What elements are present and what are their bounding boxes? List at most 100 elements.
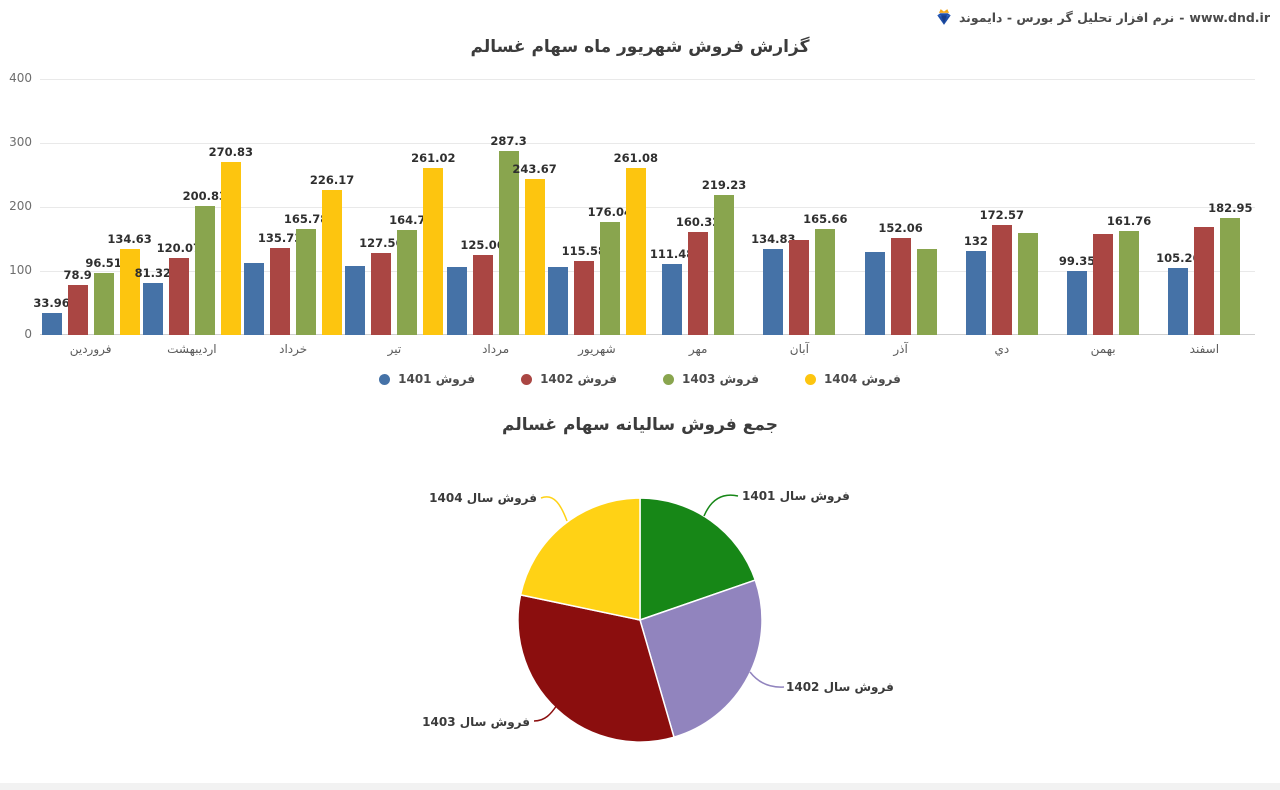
bar-فروش-1404: 261.02 — [411, 151, 456, 335]
bar-فروش-1403: 96.51 — [85, 256, 122, 335]
bar-group-8: 134.83 165.66 — [749, 79, 850, 335]
bar-group-4: 127.56 164.7 261.02 — [344, 79, 456, 335]
bar-chart-plot: 33.96 78.9 96.51 134.63 81.32 120.07 200.83 270… — [33, 79, 1255, 335]
bar-group-12: 105.26 182.95 — [1154, 79, 1255, 335]
legend-item-فروش-1403: فروش 1403 — [663, 372, 759, 386]
month-label-3: خرداد — [279, 342, 308, 356]
legend-label: فروش 1403 — [682, 372, 759, 386]
bar-value-label: 152.06 — [878, 220, 923, 235]
y-axis-tick-300: 300 — [9, 135, 32, 149]
bar-فروش-1401 — [345, 265, 366, 335]
legend-label: فروش 1404 — [823, 372, 901, 386]
bar-value-label: 270.83 — [208, 144, 254, 159]
pie-slice-2 — [639, 579, 763, 739]
bar-value-label: 161.76 — [1106, 214, 1152, 229]
header-brand: نرم افزار تحلیل گر بورس - دایموند - www.… — [934, 7, 1270, 27]
bar-group-7: 111.48 160.32 219.23 — [648, 79, 749, 335]
bar-group-6: 115.58 176.04 261.08 — [546, 79, 658, 335]
gridline-300 — [40, 143, 1255, 144]
month-label-1: فروردین — [69, 342, 112, 356]
pie-slice-4 — [519, 497, 641, 621]
bar-فروش-1403: 165.78 — [284, 212, 328, 335]
bar-فروش-1402 — [1194, 227, 1215, 335]
bar-فروش-1402 — [1093, 233, 1114, 335]
bar-value-label: 165.78 — [283, 211, 329, 226]
y-axis-tick-200: 200 — [9, 199, 32, 213]
diamond-crown-icon — [934, 7, 954, 27]
legend-item-فروش-1404: فروش 1404 — [804, 372, 901, 386]
gridline-200 — [40, 207, 1255, 208]
bar-فروش-1402: 172.57 — [980, 208, 1024, 335]
bar-فروش-1403: 287.3 — [490, 134, 527, 335]
legend-label: فروش 1402 — [540, 372, 617, 386]
bar-فروش-1404: 261.08 — [614, 151, 658, 335]
bar-فروش-1402: 78.9 — [63, 268, 92, 335]
legend-dot — [521, 373, 533, 385]
bar-group-9: 152.06 — [850, 79, 951, 335]
pie-label-1401: فروش سال 1401 — [742, 489, 850, 503]
bar-فروش-1401: 33.96 — [33, 296, 70, 335]
bar-فروش-1401: 134.83 — [751, 232, 796, 335]
bar-فروش-1402: 152.06 — [878, 221, 923, 335]
bar-value-label: 96.51 — [85, 256, 122, 271]
bar-فروش-1403: 164.7 — [389, 213, 426, 335]
bar-group-2: 81.32 120.07 200.83 270.83 — [135, 79, 253, 335]
bar-فروش-1402: 115.58 — [562, 244, 606, 335]
month-label-4: تیر — [387, 342, 402, 356]
bar-value-label: 132 — [963, 233, 988, 248]
chart-legend: فروش 1401 فروش 1402 فروش 1403 فروش 1404 — [0, 372, 1280, 386]
month-label-12: اسفند — [1189, 342, 1220, 356]
pie-connector-3 — [533, 704, 558, 722]
bar-value-label: 33.96 — [33, 296, 70, 311]
bar-فروش-1402: 135.73 — [258, 231, 302, 335]
bar-value-label: 226.17 — [309, 173, 355, 188]
bar-فروش-1401 — [864, 252, 885, 335]
bar-فروش-1401: 99.35 — [1059, 254, 1095, 335]
bar-value-label: 200.83 — [182, 189, 228, 204]
bar-value-label: 120.07 — [156, 241, 202, 256]
month-label-11: بهمن — [1090, 342, 1116, 356]
bar-فروش-1402: 127.56 — [359, 236, 404, 335]
bar-value-label: 111.48 — [649, 246, 695, 261]
bar-value-label: 261.02 — [411, 150, 456, 165]
gridline-0 — [40, 334, 1255, 335]
bar-value-label: 182.95 — [1208, 200, 1253, 215]
legend-item-فروش-1402: فروش 1402 — [521, 372, 617, 386]
bar-فروش-1401: 132 — [964, 234, 988, 335]
bar-value-label: 134.63 — [107, 231, 152, 246]
legend-label: فروش 1401 — [398, 372, 476, 386]
legend-dot — [379, 373, 391, 385]
gridline-100 — [40, 271, 1255, 272]
bar-value-label: 78.9 — [63, 267, 92, 282]
bar-chart-title: گزارش فروش شهریور ماه سهام غسالم — [470, 37, 810, 57]
bar-فروش-1403: 176.04 — [588, 205, 632, 335]
brand-url[interactable]: www.dnd.ir — [1189, 9, 1270, 25]
horizontal-scrollbar[interactable] — [0, 783, 1280, 790]
pie-connector-1 — [703, 494, 739, 517]
bar-فروش-1401 — [547, 266, 568, 335]
legend-item-فروش-1401: فروش 1401 — [379, 372, 475, 386]
bar-فروش-1401 — [446, 266, 467, 335]
bar-فروش-1402: 125.06 — [460, 238, 505, 335]
bar-value-label: 81.32 — [134, 265, 172, 280]
bar-value-label: 261.08 — [613, 150, 659, 165]
bar-فروش-1404: 243.67 — [512, 162, 557, 335]
month-label-7: مهر — [688, 342, 708, 356]
bar-value-label: 127.56 — [359, 236, 404, 251]
pie-chart — [517, 494, 785, 743]
bar-value-label: 134.83 — [751, 231, 796, 246]
month-label-8: آبان — [789, 342, 809, 356]
bar-فروش-1401: 111.48 — [650, 247, 694, 335]
bar-value-label: 176.04 — [587, 205, 633, 220]
bar-group-10: 132 172.57 — [951, 79, 1052, 335]
bar-value-label: 135.73 — [257, 231, 303, 246]
bar-فروش-1402: 160.32 — [676, 215, 720, 335]
bar-value-label: 165.66 — [803, 211, 848, 226]
pie-connector-2 — [749, 671, 785, 688]
bar-فروش-1404: 134.63 — [107, 232, 152, 335]
bar-value-label: 125.06 — [460, 237, 505, 252]
bar-فروش-1401 — [244, 263, 265, 335]
month-label-2: اردیبهشت — [167, 342, 217, 356]
brand-text: نرم افزار تحلیل گر بورس - دایموند — [958, 9, 1175, 25]
bar-value-label: 115.58 — [561, 244, 607, 259]
